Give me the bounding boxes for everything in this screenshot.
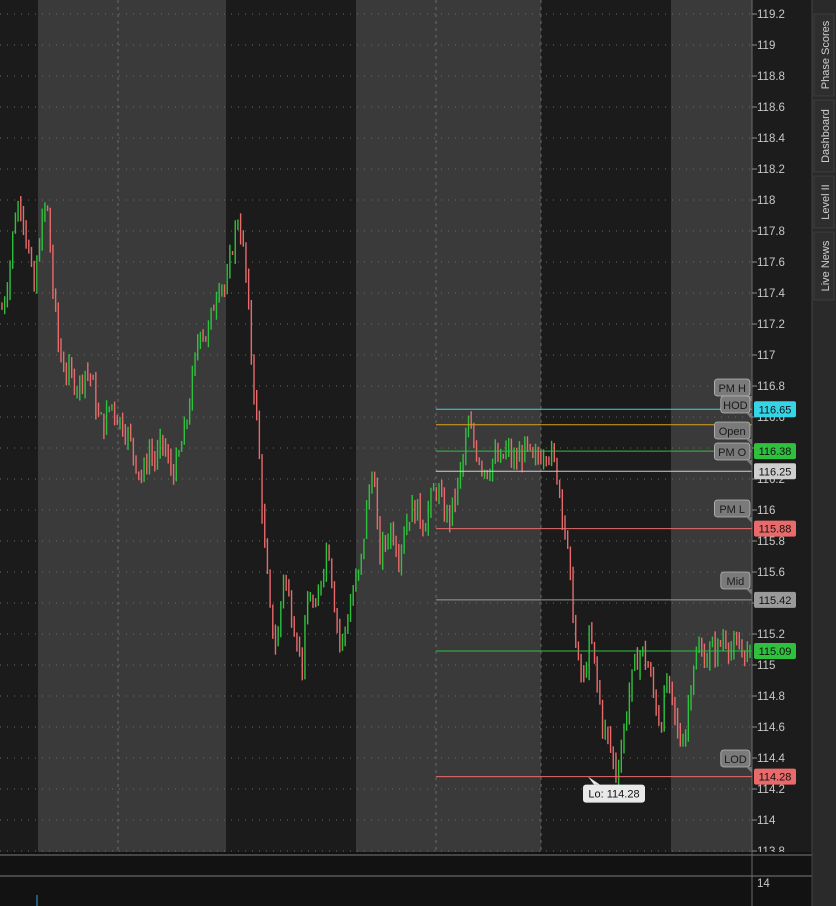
candles — [1, 195, 751, 788]
level-name: HOD — [723, 400, 748, 412]
side-tab-label: Live News — [820, 240, 832, 291]
level-name: PM O — [718, 447, 747, 459]
lower-pane: 14 — [0, 852, 812, 906]
low-annotation-text: Lo: 114.28 — [588, 789, 639, 801]
y-tick-label: 116 — [757, 505, 775, 517]
y-tick-label: 114.4 — [757, 753, 786, 765]
level-name-tag: Open — [714, 421, 752, 445]
session-bands — [0, 0, 752, 852]
y-tick-label: 114.6 — [757, 722, 785, 734]
level-name-tag: HOD — [720, 395, 752, 419]
y-tick-label: 115.2 — [757, 629, 785, 641]
tab-dashboard[interactable]: Dashboard — [813, 99, 835, 173]
price-axis: 113.8114114.2114.4114.6114.8115115.2115.… — [751, 0, 812, 906]
tab-phase-scores[interactable]: Phase Scores — [813, 13, 835, 97]
level-name-tag: PM H — [714, 378, 752, 402]
y-tick-label: 117.2 — [757, 319, 785, 331]
y-tick-label: 116.8 — [757, 381, 785, 393]
level-price-tag: 116.65 — [754, 401, 796, 418]
level-name-tag: LOD — [720, 749, 752, 773]
level-name: LOD — [724, 754, 747, 766]
level-price-tag: 115.42 — [754, 591, 796, 608]
level-name: PM H — [718, 383, 746, 395]
y-tick-label: 115 — [757, 660, 775, 672]
level-price: 114.28 — [759, 772, 792, 784]
side-tab-label: Phase Scores — [820, 20, 832, 89]
y-tick-label: 114 — [757, 815, 776, 827]
y-tick-label: 114.2 — [757, 784, 785, 796]
session-band — [226, 0, 356, 852]
session-band — [0, 0, 38, 852]
level-price-tag: 114.28 — [754, 768, 796, 785]
y-tick-label: 115.8 — [757, 536, 785, 548]
y-tick-label: 117.6 — [757, 257, 785, 269]
low-annotation: Lo: 114.28 — [583, 776, 645, 803]
y-tick-label: 117.4 — [757, 288, 786, 300]
tab-live-news[interactable]: Live News — [813, 231, 835, 301]
level-name-tag: PM O — [714, 442, 752, 466]
y-tick-label: 118.4 — [757, 133, 786, 145]
level-name: PM L — [719, 504, 745, 516]
y-tick-label: 117.8 — [757, 226, 785, 238]
y-tick-label: 118.2 — [757, 164, 785, 176]
session-band — [541, 0, 671, 852]
y-tick-label: 114.8 — [757, 691, 785, 703]
y-tick-label: 119.2 — [757, 9, 785, 21]
lower-axis-label: 14 — [757, 878, 770, 890]
level-price: 116.25 — [759, 466, 792, 478]
level-name-tag: Mid — [720, 571, 752, 595]
level-price: 115.42 — [759, 595, 792, 607]
y-tick-label: 117 — [757, 350, 775, 362]
side-tab-label: Level II — [820, 184, 832, 219]
level-price-tag: 115.09 — [754, 643, 796, 660]
level-price: 116.65 — [759, 404, 792, 416]
level-name: Open — [719, 426, 746, 438]
right-sidebar: Phase Scores Dashboard Level II Live News — [811, 0, 836, 906]
tab-level-ii[interactable]: Level II — [813, 175, 835, 229]
session-band — [38, 0, 226, 852]
side-tab-label: Dashboard — [820, 109, 832, 163]
y-tick-label: 118.6 — [757, 102, 785, 114]
level-price-tag: 115.88 — [754, 520, 796, 537]
level-price: 115.88 — [759, 524, 792, 536]
session-band — [356, 0, 541, 852]
y-tick-label: 118.8 — [757, 71, 785, 83]
level-price-tag: 116.25 — [754, 463, 796, 480]
y-tick-label: 115.6 — [757, 567, 785, 579]
y-tick-label: 119 — [757, 40, 775, 52]
level-price-tag: 116.38 — [754, 443, 796, 460]
level-name: Mid — [727, 576, 745, 588]
level-price: 115.09 — [759, 646, 792, 658]
chart-grid — [0, 0, 752, 852]
y-tick-label: 118 — [757, 195, 775, 207]
level-name-tag: PM L — [714, 499, 752, 523]
level-price: 116.38 — [759, 446, 792, 458]
